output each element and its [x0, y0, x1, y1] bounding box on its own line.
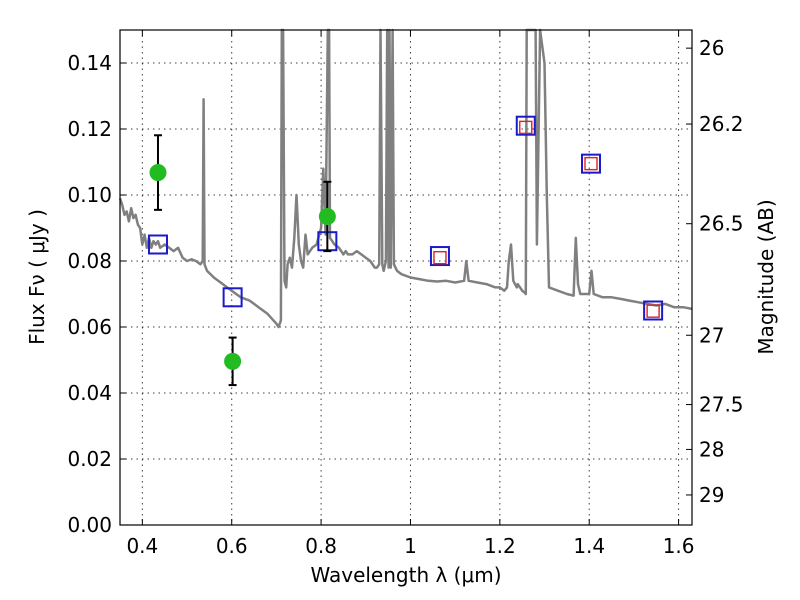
y-tick-label: 0.14	[67, 51, 112, 75]
y-tick-label: 0.06	[67, 315, 112, 339]
model-photometry-square	[147, 234, 168, 255]
model-spectrum	[118, 28, 693, 329]
y2-tick-label: 29	[699, 483, 724, 507]
y2-axis-label: Magnitude (AB)	[754, 199, 778, 354]
x-tick-label: 1.6	[663, 534, 695, 558]
y-tick-label: 0.12	[67, 117, 112, 141]
model-photometry-2-square	[646, 304, 660, 318]
x-tick-label: 0.4	[126, 534, 158, 558]
model-photometry-square	[222, 287, 243, 308]
y2-tick-label: 28	[699, 437, 724, 461]
model-photometry-square	[515, 115, 536, 136]
observed-point	[224, 352, 242, 370]
plot-frame	[119, 29, 693, 526]
y-tick-label: 0.10	[67, 183, 112, 207]
y-tick-label: 0.08	[67, 249, 112, 273]
model-photometry-square	[581, 153, 602, 174]
model-photometry-2-square	[519, 120, 533, 135]
model-photometry-square	[429, 246, 450, 267]
y2-tick-label: 26	[699, 36, 724, 60]
y-tick-label: 0.04	[67, 381, 112, 405]
y2-tick-label: 27	[699, 323, 724, 347]
y2-tick-label: 26.5	[699, 212, 744, 236]
model-photometry-2-square	[433, 250, 447, 265]
x-axis-label: Wavelength λ (μm)	[310, 563, 501, 587]
ticks: 0.4 0.6 0.8 1 1.2 1.4 1.6 0.00 0.02 0.04 0.06 0.08 0…	[67, 30, 744, 558]
x-tick-label: 1.4	[573, 534, 605, 558]
x-tick-label: 1.2	[484, 534, 516, 558]
model-photometry-square	[643, 300, 664, 321]
x-tick-label: 1	[404, 534, 417, 558]
observed-point	[318, 207, 336, 225]
y2-tick-label: 26.2	[699, 112, 744, 136]
observed-point	[149, 164, 167, 182]
model-photometry-2-square	[584, 156, 598, 171]
y-tick-label: 0.02	[67, 447, 112, 471]
y-axis-label: Flux Fν ( μJy )	[25, 209, 49, 345]
x-tick-label: 0.8	[305, 534, 337, 558]
y-tick-label: 0.00	[67, 513, 112, 537]
markers	[147, 115, 664, 387]
model-spectrum-line	[118, 28, 693, 329]
y2-tick-label: 27.5	[699, 393, 744, 417]
grid	[120, 30, 692, 526]
x-tick-label: 0.6	[216, 534, 248, 558]
